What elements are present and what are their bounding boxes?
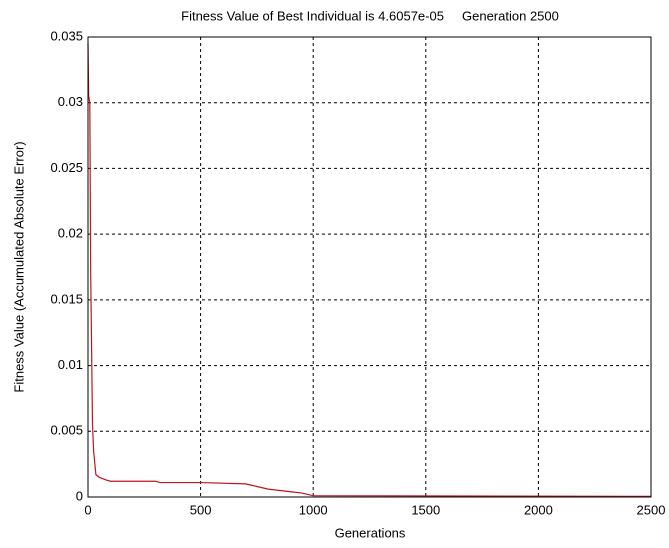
x-tick-label: 500 bbox=[190, 502, 212, 517]
x-tick-label: 0 bbox=[84, 502, 91, 517]
axes-box bbox=[87, 36, 652, 498]
y-tick-label: 0.02 bbox=[58, 226, 83, 241]
y-tick-label: 0.03 bbox=[58, 94, 83, 109]
y-axis-label: Fitness Value (Accumulated Absolute Erro… bbox=[11, 141, 26, 392]
x-tick-label: 2000 bbox=[524, 502, 553, 517]
x-tick-label: 1500 bbox=[411, 502, 440, 517]
y-tick-label: 0.035 bbox=[50, 28, 83, 43]
data-line bbox=[87, 43, 652, 497]
y-tick-label: 0.015 bbox=[50, 291, 83, 306]
x-axis-label: Generations bbox=[335, 525, 406, 540]
chart-title: Fitness Value of Best Individual is 4.60… bbox=[181, 8, 559, 23]
x-tick-label: 2500 bbox=[637, 502, 666, 517]
x-tick-label: 1000 bbox=[299, 502, 328, 517]
y-tick-label: 0 bbox=[76, 488, 83, 503]
y-tick-label: 0.005 bbox=[50, 423, 83, 438]
plot-area bbox=[88, 37, 651, 497]
y-tick-label: 0.025 bbox=[50, 160, 83, 175]
y-tick-label: 0.01 bbox=[58, 357, 83, 372]
